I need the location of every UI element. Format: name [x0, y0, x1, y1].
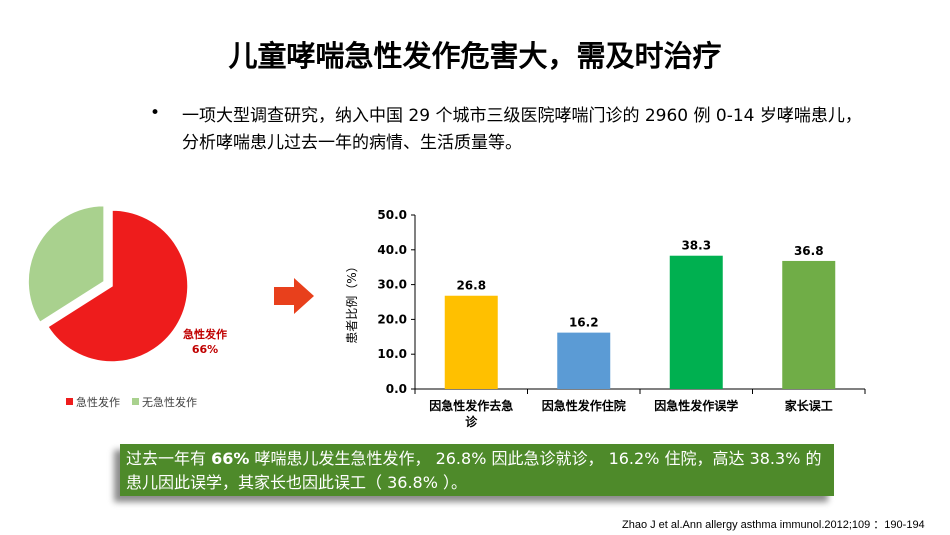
bar-value-label: 26.8 — [456, 279, 486, 293]
legend-swatch — [66, 398, 73, 405]
category-label: 因急性发作去急 — [429, 398, 513, 413]
y-tick-label: 20.0 — [377, 312, 407, 326]
category-label: 诊 — [465, 414, 478, 429]
y-tick-label: 0.0 — [386, 382, 407, 396]
bar-value-label: 36.8 — [794, 244, 824, 258]
bar — [782, 260, 836, 389]
legend-swatch — [132, 398, 139, 405]
bar-chart: 0.0 10.0 20.0 30.0 40.0 50.0 患者比例（%） 26.8 因急性发作去… — [345, 208, 866, 429]
pie-chart: 急性发作 66% — [27, 204, 227, 363]
y-tick-label: 50.0 — [377, 208, 407, 222]
category-label: 因急性发作误学 — [654, 398, 738, 413]
bar — [557, 332, 611, 389]
legend-label: 无急性发作 — [142, 395, 197, 409]
category-label: 家长误工 — [785, 398, 833, 413]
pie-slice — [46, 209, 189, 363]
category-label: 因急性发作住院 — [542, 398, 626, 413]
callout-text-2: 哮喘患儿发生急性发作， 26.8% 因此急诊就诊， 16.2% 住院，高达 38… — [126, 449, 822, 492]
y-tick-label: 40.0 — [377, 243, 407, 257]
pie-legend: 急性发作 无急性发作 — [66, 395, 197, 409]
pie-data-label-name: 急性发作 — [183, 327, 227, 341]
callout-highlight: 66% — [211, 449, 250, 468]
summary-callout: 过去一年有 66% 哮喘患儿发生急性发作， 26.8% 因此急诊就诊， 16.2… — [120, 444, 834, 496]
right-arrow-icon — [274, 278, 314, 314]
y-axis-label: 患者比例（%） — [345, 260, 359, 343]
pie-data-label-value: 66% — [192, 343, 218, 356]
legend-label: 急性发作 — [76, 395, 120, 409]
y-tick-label: 10.0 — [377, 347, 407, 361]
bar-value-label: 16.2 — [569, 316, 599, 330]
pie-slice — [27, 204, 105, 324]
bar — [444, 295, 498, 389]
slide-title: 儿童哮喘急性发作危害大，需及时治疗 — [228, 39, 722, 73]
callout-text-1: 过去一年有 — [126, 449, 212, 468]
study-description: 一项大型调查研究，纳入中国 29 个城市三级医院哮喘门诊的 2960 例 0-1… — [182, 106, 862, 153]
bullet-marker: • — [150, 103, 161, 123]
bar-value-label: 38.3 — [681, 239, 711, 253]
y-tick-label: 30.0 — [377, 278, 407, 292]
bar — [669, 255, 723, 389]
citation: Zhao J et al.Ann allergy asthma immunol.… — [622, 519, 925, 531]
